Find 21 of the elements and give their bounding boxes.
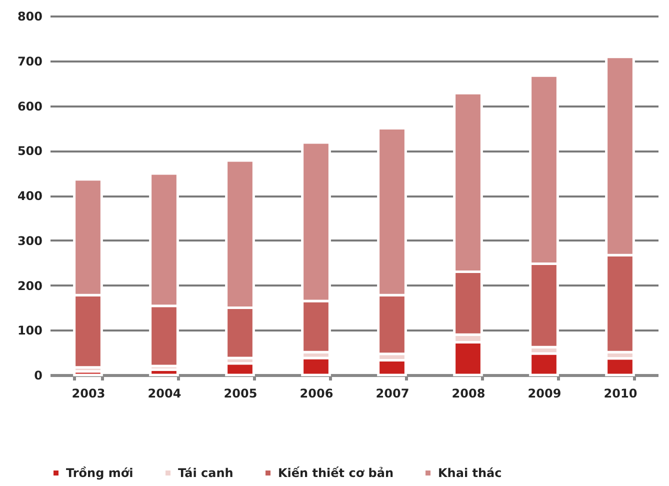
x-tick-label: 2006 (300, 386, 334, 400)
x-tick-label: 2007 (376, 386, 410, 400)
y-tick-label: 700 (17, 54, 42, 68)
y-tick-label: 200 (17, 278, 42, 293)
x-tick-label: 2004 (148, 386, 182, 400)
x-tick-label: 2009 (528, 386, 562, 400)
legend-label: Khai thác (438, 466, 502, 480)
x-tick-label: 2008 (452, 386, 486, 400)
y-tick-label: 300 (17, 234, 42, 248)
legend-label: Tái canh (178, 466, 234, 480)
x-tick-label: 2003 (72, 386, 106, 400)
y-tick-label: 800 (17, 10, 42, 24)
y-tick-label: 100 (17, 324, 42, 338)
y-tick-label: 500 (17, 144, 42, 158)
x-tick-label: 2010 (604, 386, 638, 400)
y-tick-label: 600 (17, 99, 42, 114)
y-tick-label: 0 (34, 368, 42, 382)
legend-label: Trồng mới (66, 466, 134, 480)
legend-label: Kiến thiết cơ bản (278, 466, 394, 480)
y-tick-label: 400 (17, 189, 42, 203)
x-tick-label: 2005 (224, 386, 258, 400)
